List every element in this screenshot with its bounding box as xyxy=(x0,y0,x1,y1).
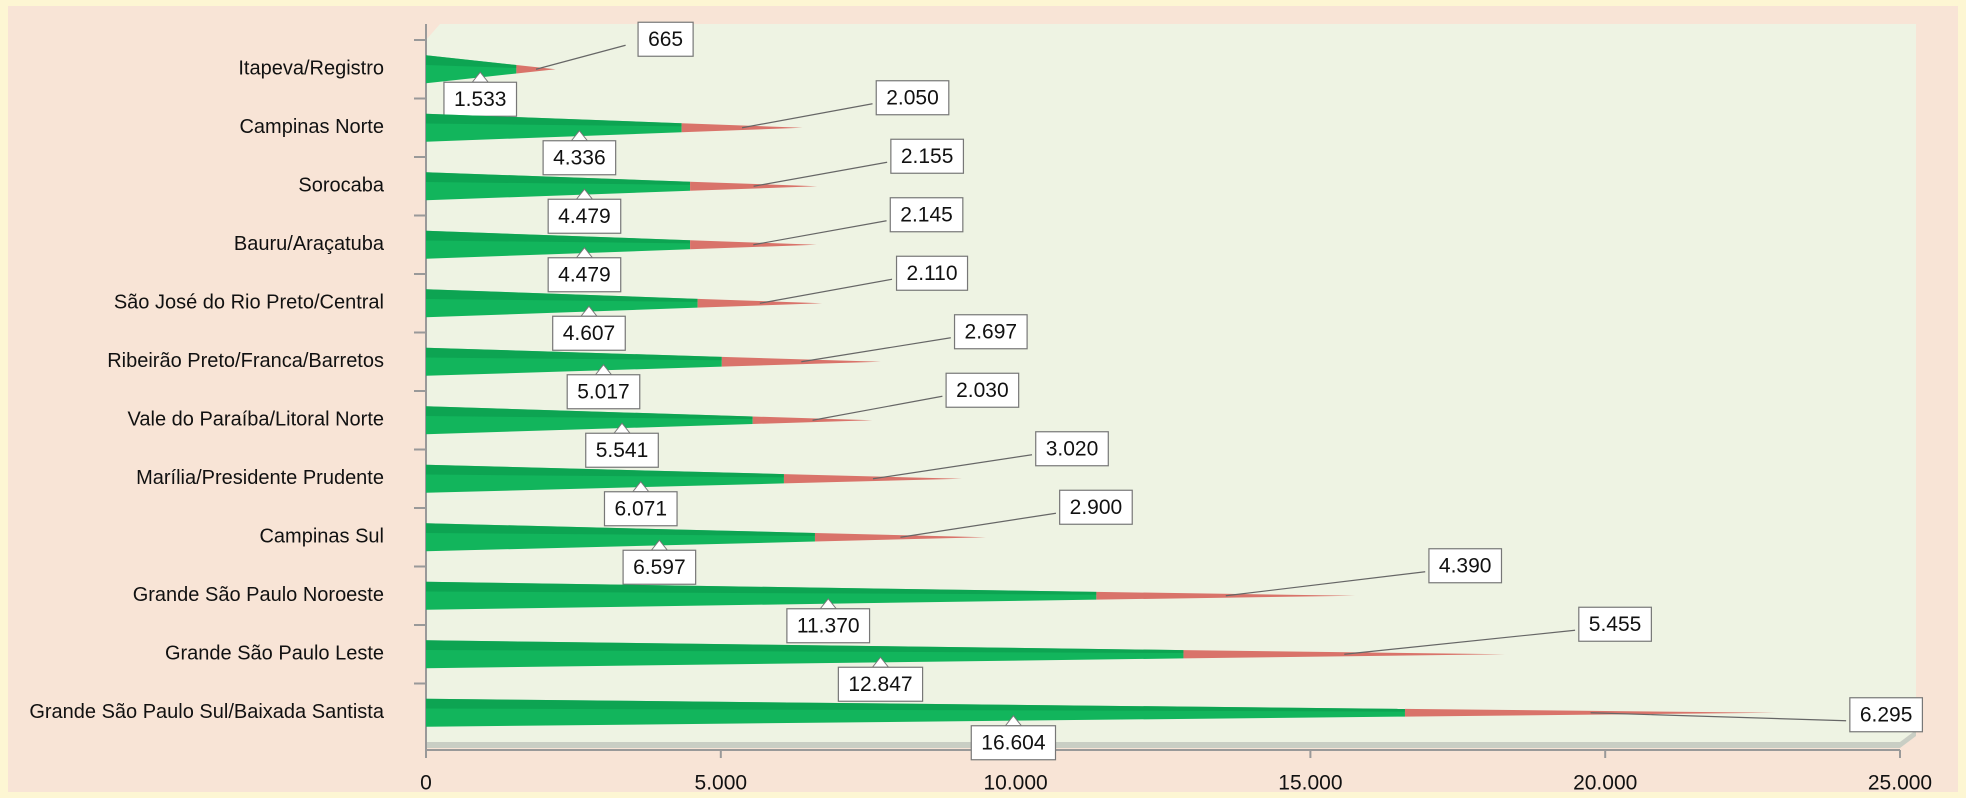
x-tick-label: 25.000 xyxy=(1868,772,1932,795)
label-box xyxy=(1428,548,1503,584)
label-box xyxy=(585,432,659,468)
data-label: 3.020 xyxy=(1046,437,1099,460)
bar-segment-shade xyxy=(426,55,517,68)
label-box xyxy=(547,257,622,293)
bar-segment-shade xyxy=(426,113,682,127)
label-box xyxy=(895,255,969,291)
bar-segment xyxy=(690,240,817,250)
data-label: 6.295 xyxy=(1860,703,1913,726)
label-box xyxy=(953,314,1028,350)
data-label: 2.050 xyxy=(886,86,939,109)
x-tick-label: 15.000 xyxy=(1278,772,1342,795)
leader-line xyxy=(1590,712,1847,722)
data-label: 4.336 xyxy=(553,146,606,169)
data-label: 2.030 xyxy=(956,379,1009,402)
floor xyxy=(426,730,1916,748)
label-box xyxy=(837,666,924,702)
x-tick-label: 5.000 xyxy=(695,772,748,795)
leader-line xyxy=(759,278,893,304)
data-label: 5.541 xyxy=(596,439,649,462)
label-box xyxy=(547,198,622,234)
label-box xyxy=(622,549,697,585)
label-box xyxy=(603,491,678,527)
leader-line xyxy=(812,395,943,421)
x-tick-label: 0 xyxy=(420,772,432,795)
x-tick-label: 20.000 xyxy=(1573,772,1637,795)
bar-segment-shade xyxy=(426,347,722,361)
leader-line xyxy=(535,44,626,70)
bar-segment xyxy=(690,181,818,191)
category-label: Vale do Paraíba/Litoral Norte xyxy=(128,409,384,431)
bar-segment-shade xyxy=(426,464,784,478)
category-label: Ribeirão Preto/Franca/Barretos xyxy=(107,350,384,372)
leader-line xyxy=(753,161,888,187)
label-box xyxy=(1849,697,1924,733)
label-box xyxy=(945,372,1020,408)
label-box xyxy=(1035,431,1109,467)
bar-segment-shade xyxy=(426,406,753,420)
leader-line xyxy=(872,454,1033,480)
data-label: 4.479 xyxy=(558,263,611,286)
category-label: Bauru/Araçatuba xyxy=(234,233,385,255)
data-label: 4.390 xyxy=(1439,554,1492,577)
leader-line xyxy=(753,220,887,246)
leader-line xyxy=(801,337,951,363)
category-label: Marília/Presidente Prudente xyxy=(136,467,384,489)
label-box xyxy=(889,197,964,233)
data-label: 4.479 xyxy=(558,205,611,228)
label-box xyxy=(786,608,871,644)
label-box xyxy=(1059,489,1133,525)
data-label: 12.847 xyxy=(848,673,912,696)
data-label: 2.145 xyxy=(900,203,953,226)
category-label: Grande São Paulo Noroeste xyxy=(133,584,384,606)
data-label: 1.533 xyxy=(454,88,507,111)
category-label: Grande São Paulo Sul/Baixada Santista xyxy=(29,701,385,723)
label-box xyxy=(542,140,617,176)
bar-segment-shade xyxy=(426,581,1097,595)
bar-segment-shade xyxy=(426,289,698,302)
category-label: Campinas Sul xyxy=(259,526,384,548)
bar-segment-shade xyxy=(426,698,1405,712)
data-label: 2.900 xyxy=(1070,496,1123,519)
data-label: 2.155 xyxy=(901,145,954,168)
bar-segment-shade xyxy=(426,640,1184,653)
plot-area xyxy=(426,24,1916,742)
leader-line xyxy=(741,103,873,129)
category-label: Grande São Paulo Leste xyxy=(165,643,384,665)
x-tick-label: 10.000 xyxy=(983,772,1047,795)
data-label: 2.110 xyxy=(907,262,958,285)
category-label: São José do Rio Preto/Central xyxy=(114,292,384,314)
data-label: 6.071 xyxy=(614,497,667,520)
category-label: Sorocaba xyxy=(298,175,384,197)
bar-segment-shade xyxy=(426,172,691,185)
data-label: 11.370 xyxy=(797,614,860,637)
bar-segment-shade xyxy=(426,523,815,536)
category-label: Campinas Norte xyxy=(239,116,384,138)
bar-segment-shade xyxy=(426,230,691,244)
category-label: Itapeva/Registro xyxy=(238,58,384,80)
label-box xyxy=(637,21,694,57)
data-label: 5.455 xyxy=(1589,613,1642,636)
bar-segment xyxy=(1404,708,1777,717)
label-box xyxy=(566,374,641,410)
data-label: 5.017 xyxy=(577,380,630,403)
data-label: 665 xyxy=(648,28,683,51)
label-box xyxy=(552,315,626,351)
data-label: 2.697 xyxy=(965,320,1018,343)
data-label: 4.607 xyxy=(563,322,616,345)
data-label: 6.597 xyxy=(633,556,686,579)
data-label: 16.604 xyxy=(981,731,1046,754)
label-box xyxy=(875,80,950,116)
label-box xyxy=(890,138,965,174)
label-box xyxy=(443,81,518,117)
leader-line xyxy=(1225,571,1426,597)
label-box xyxy=(1578,606,1652,642)
label-box xyxy=(970,725,1057,761)
leader-line xyxy=(900,512,1057,538)
leader-line xyxy=(1344,629,1576,655)
